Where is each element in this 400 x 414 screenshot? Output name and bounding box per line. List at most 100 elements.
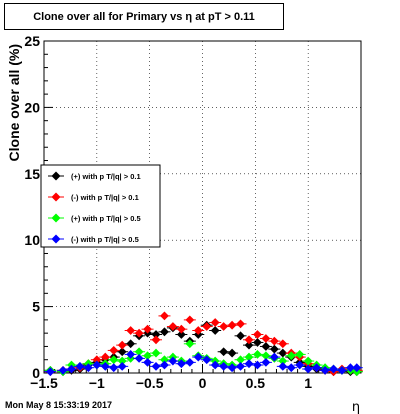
data-point — [75, 361, 85, 371]
legend-marker — [51, 171, 61, 181]
data-point — [160, 360, 169, 370]
data-point — [193, 326, 203, 335]
data-point — [278, 356, 288, 366]
data-point — [320, 365, 330, 375]
data-point — [253, 338, 262, 347]
data-point — [269, 336, 279, 346]
legend-label: (+) with p T/|q| > 0.5 — [71, 214, 141, 223]
data-point — [185, 339, 195, 349]
data-point — [83, 363, 93, 373]
legend-label: (-) with p T/|q| > 0.1 — [71, 193, 139, 202]
data-point — [227, 363, 237, 373]
data-point — [210, 326, 220, 335]
data-point — [92, 360, 102, 370]
legend: (+) with p T/|q| > 0.1 (-) with p T/|q| >… — [40, 164, 161, 248]
data-point — [176, 330, 186, 339]
data-point — [236, 319, 245, 329]
data-point — [253, 360, 262, 370]
x-tick-label: 1 — [304, 375, 312, 391]
y-tick-label: 10 — [24, 232, 40, 248]
chart-title: Clone over all for Primary vs η at pT > … — [4, 3, 284, 30]
data-point — [160, 327, 169, 337]
data-point — [210, 360, 220, 370]
x-tick-label: 0.5 — [246, 375, 266, 391]
data-point — [244, 352, 254, 362]
legend-item: (+) with p T/|q| > 0.5 — [48, 213, 141, 223]
timestamp: Mon May 8 15:33:19 2017 — [5, 400, 113, 410]
data-point — [168, 356, 178, 366]
legend-marker — [51, 234, 61, 244]
data-point — [67, 364, 76, 374]
legend-item: (-) with p T/|q| > 0.5 — [48, 234, 139, 244]
y-axis: 0 5 10 15 20 25 — [24, 33, 53, 381]
data-point — [236, 355, 245, 365]
x-axis-label: η — [352, 400, 360, 414]
data-point — [329, 364, 338, 374]
data-point — [168, 322, 178, 331]
data-point — [126, 350, 136, 359]
data-point — [117, 340, 127, 350]
data-point — [58, 365, 68, 375]
data-point — [151, 361, 161, 371]
data-point — [253, 330, 262, 339]
data-point — [295, 360, 305, 370]
data-point — [261, 351, 271, 361]
y-tick-label: 5 — [32, 299, 40, 315]
data-point — [210, 318, 220, 327]
data-point — [227, 348, 237, 358]
legend-marker — [51, 192, 61, 202]
data-point — [134, 328, 144, 338]
data-point — [219, 322, 229, 331]
legend-marker — [51, 213, 61, 223]
legend-label: (+) with p T/|q| > 0.1 — [71, 172, 141, 181]
y-tick-label: 0 — [32, 365, 40, 381]
data-point — [269, 344, 279, 354]
data-point — [117, 356, 127, 366]
data-point — [202, 322, 212, 331]
data-point — [176, 324, 186, 334]
data-point — [185, 357, 195, 367]
x-tick-label: 0 — [199, 375, 207, 391]
series-markers — [44, 311, 363, 377]
data-point — [185, 315, 195, 325]
data-point — [261, 334, 271, 343]
data-point — [126, 326, 136, 335]
data-point — [303, 356, 313, 366]
x-tick-label: −0.5 — [136, 375, 164, 391]
y-axis-label: Clone over all (%) — [6, 44, 22, 161]
legend-item: (+) with p T/|q| > 0.1 — [48, 171, 141, 181]
data-point — [100, 361, 110, 371]
data-point — [109, 355, 119, 365]
data-point — [151, 330, 161, 339]
data-point — [312, 363, 322, 373]
data-point — [278, 361, 288, 371]
data-point — [278, 348, 288, 358]
y-tick-label: 15 — [24, 166, 40, 182]
y-tick-label: 20 — [24, 99, 40, 115]
data-point — [134, 353, 144, 363]
series-2 — [44, 311, 363, 377]
x-tick-label: −1.5 — [30, 375, 58, 391]
data-point — [295, 350, 305, 359]
x-tick-label: −1 — [89, 375, 105, 391]
data-point — [117, 347, 127, 357]
data-point — [109, 346, 119, 355]
data-point — [346, 363, 355, 373]
data-point — [244, 359, 254, 369]
data-point — [100, 352, 110, 362]
data-point — [278, 339, 288, 349]
data-point — [151, 348, 161, 358]
data-point — [219, 347, 229, 357]
data-point — [143, 351, 152, 361]
data-point — [193, 352, 203, 362]
data-point — [253, 350, 262, 359]
data-point — [303, 364, 313, 374]
data-point — [143, 357, 152, 367]
data-point — [109, 363, 119, 373]
data-point — [202, 355, 212, 365]
data-point — [176, 359, 186, 369]
data-point — [92, 355, 102, 365]
data-point — [227, 320, 237, 330]
y-tick-label: 25 — [24, 33, 40, 49]
